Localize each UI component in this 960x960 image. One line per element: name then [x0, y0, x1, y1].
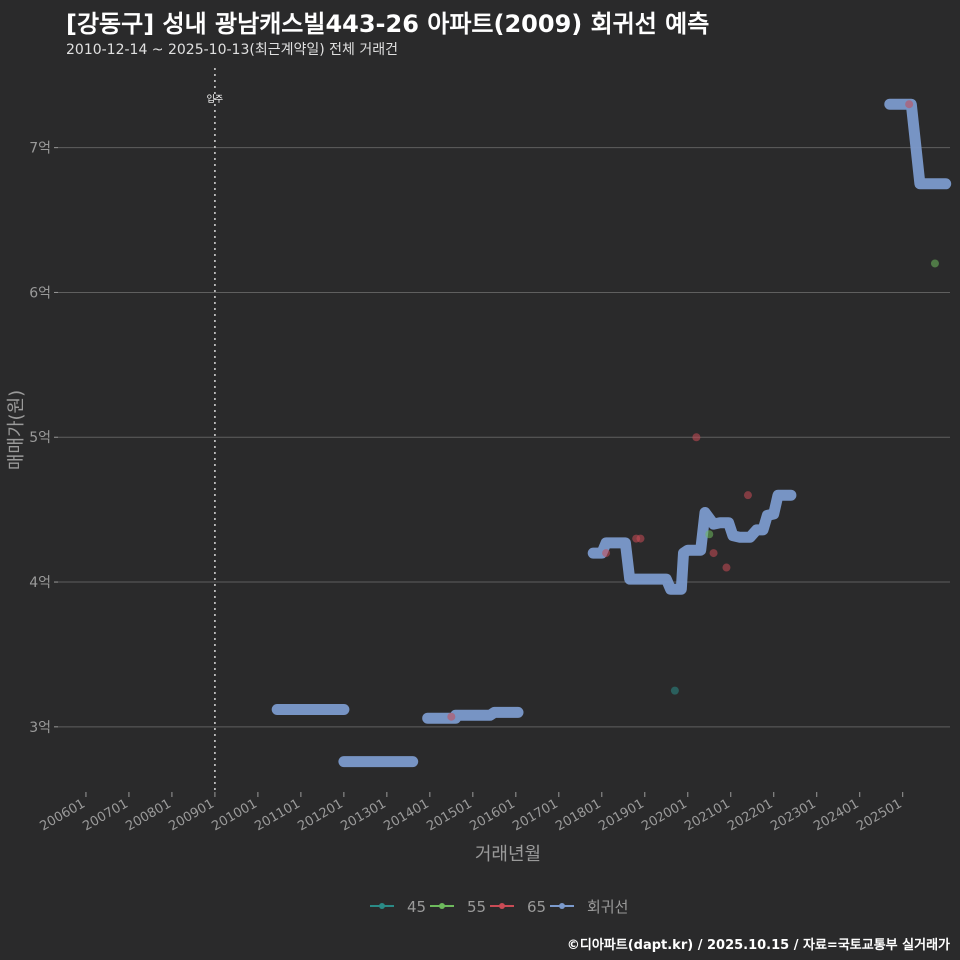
x-tick-label: 201201: [295, 796, 345, 834]
legend-label: 55: [467, 898, 486, 916]
regression-line: [271, 98, 952, 768]
point-65: [447, 712, 456, 721]
y-tick-label: 7억: [29, 141, 51, 157]
legend-label: 45: [407, 898, 426, 916]
move-in-marker: 입주: [207, 68, 224, 792]
scatter-points: [447, 100, 939, 721]
point-65: [722, 563, 731, 572]
point-45: [670, 686, 679, 695]
legend-label: 회귀선: [587, 898, 628, 916]
x-axis-ticks: 2006012007012008012009012010012011012012…: [37, 792, 905, 834]
chart-subtitle: 2010-12-14 ~ 2025-10-13(최근계약일) 전체 거래건: [66, 42, 398, 58]
y-tick-label: 6억: [29, 285, 51, 301]
point-65: [709, 549, 718, 558]
point-65: [602, 549, 611, 558]
x-axis-title: 거래년월: [475, 844, 541, 865]
legend-marker: [379, 903, 385, 909]
y-axis-ticks: 3억 4억 5억 6억 7억: [29, 141, 58, 736]
regression-segment: [422, 706, 524, 724]
y-axis-title: 매매가(원): [6, 390, 27, 470]
x-tick-label: 201501: [424, 796, 474, 834]
grid-lines: [58, 147, 950, 728]
point-55: [930, 259, 939, 268]
legend: 45 55 65 회귀선: [370, 898, 628, 916]
legend-marker: [499, 903, 505, 909]
x-tick-label: 201601: [467, 796, 517, 834]
point-55: [705, 530, 714, 539]
y-tick-label: 3억: [29, 720, 51, 736]
point-65: [636, 534, 645, 543]
x-tick-label: 200801: [123, 796, 173, 834]
x-tick-label: 200601: [37, 796, 87, 834]
x-tick-label: 201301: [338, 796, 388, 834]
source-caption: ©디아파트(dapt.kr) / 2025.10.15 / 자료=국토교통부 실…: [566, 938, 950, 953]
x-tick-label: 201901: [596, 796, 646, 834]
x-tick-label: 201801: [553, 796, 603, 834]
x-tick-label: 201001: [209, 796, 259, 834]
legend-marker: [559, 903, 565, 909]
legend-label: 65: [527, 898, 546, 916]
point-65: [743, 491, 752, 500]
x-tick-label: 202501: [854, 796, 904, 834]
x-tick-label: 201101: [252, 796, 302, 834]
x-tick-label: 201401: [381, 796, 431, 834]
regression-segment: [587, 489, 797, 595]
y-tick-label: 5억: [29, 430, 51, 446]
point-65: [692, 433, 701, 442]
legend-marker: [439, 903, 445, 909]
chart-title: [강동구] 성내 광남캐스빌443-26 아파트(2009) 회귀선 예측: [66, 10, 710, 38]
x-tick-label: 202201: [725, 796, 775, 834]
x-tick-label: 200701: [80, 796, 130, 834]
x-tick-label: 202401: [811, 796, 861, 834]
x-tick-label: 202101: [682, 796, 732, 834]
move-in-label: 입주: [207, 93, 224, 105]
regression-segment: [884, 98, 952, 190]
point-65: [905, 100, 914, 109]
x-tick-label: 200901: [166, 796, 216, 834]
x-tick-label: 201701: [510, 796, 560, 834]
x-tick-label: 202001: [639, 796, 689, 834]
x-tick-label: 202301: [768, 796, 818, 834]
y-tick-label: 4억: [29, 575, 51, 591]
